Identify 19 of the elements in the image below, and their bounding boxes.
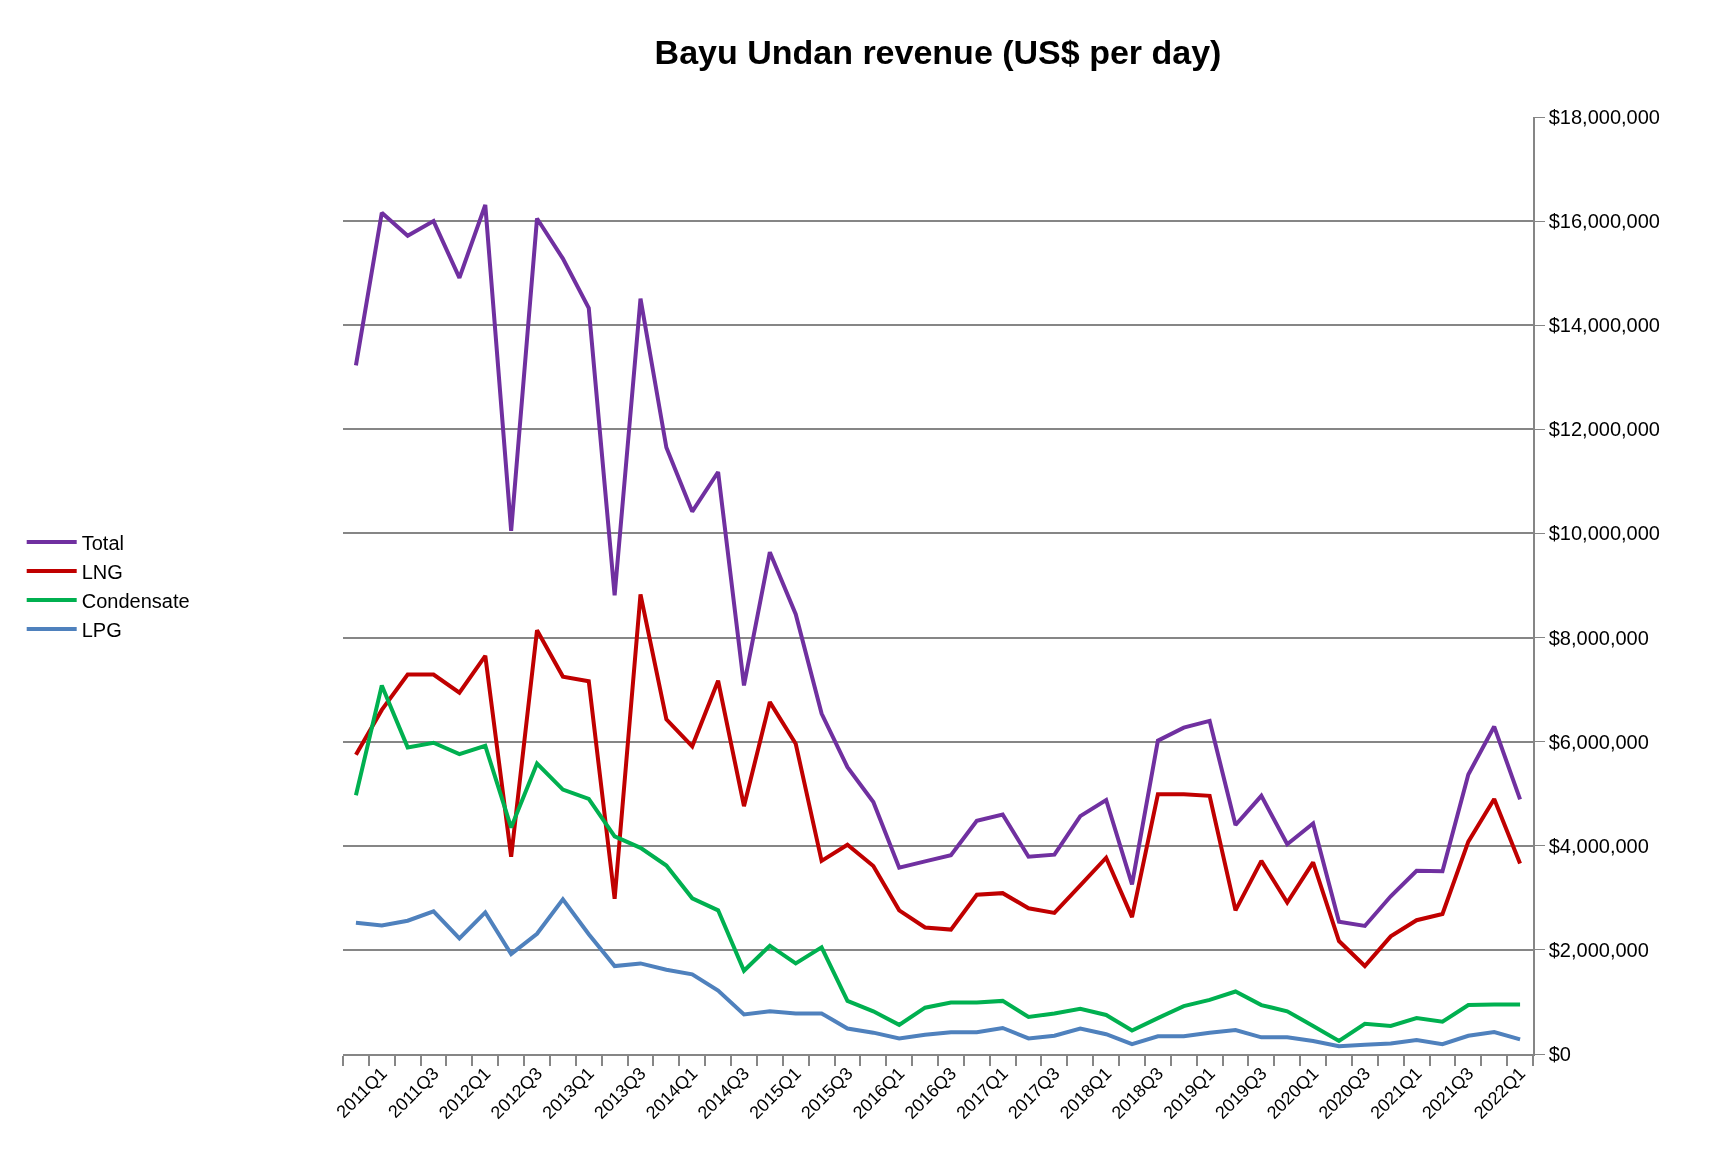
y-tick-label: $4,000,000: [1548, 834, 1649, 857]
y-tick-label: $2,000,000: [1548, 938, 1649, 961]
y-tick-label: $8,000,000: [1548, 626, 1649, 649]
y-tick-label: $10,000,000: [1548, 522, 1660, 545]
y-tick-label: $18,000,000: [1548, 106, 1660, 128]
y-tick-label: $6,000,000: [1548, 730, 1649, 753]
legend-label: Condensate: [81, 589, 190, 612]
legend-label: LNG: [81, 560, 123, 583]
legend-label: Total: [81, 531, 124, 554]
y-tick-label: $16,000,000: [1548, 210, 1660, 233]
line-series: [353, 897, 1523, 1049]
chart-title: Bayu Undan revenue (US$ per day): [654, 33, 1222, 72]
y-tick-label: $0: [1548, 1043, 1571, 1065]
legend-label: LPG: [81, 618, 122, 641]
y-tick-label: $12,000,000: [1548, 418, 1660, 441]
y-tick-label: $14,000,000: [1548, 314, 1660, 337]
line-series: [353, 202, 1523, 928]
line-series: [353, 592, 1523, 969]
line-series: [353, 683, 1523, 1043]
